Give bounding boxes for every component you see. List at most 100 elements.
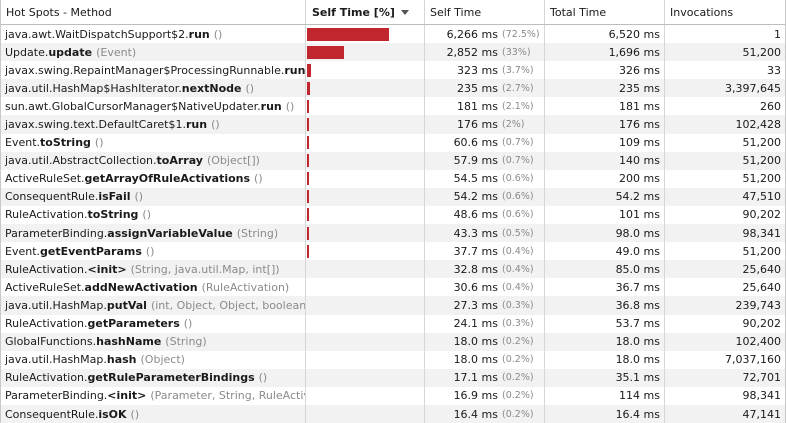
- table-row[interactable]: ActiveRuleSet. addNewActivation (RuleActiv…: [1, 278, 785, 297]
- self-time-percent: (33%): [502, 46, 531, 58]
- method-args: (): [245, 81, 255, 95]
- total-time-cell: 16.4 ms: [545, 404, 665, 423]
- self-time-cell: 17.1 ms (0.2%): [425, 368, 545, 387]
- column-header-total-time[interactable]: Total Time: [545, 0, 665, 24]
- table-row[interactable]: java.awt.WaitDispatchSupport$2. run() 6,26…: [1, 25, 785, 44]
- self-time-bar-cell: [306, 224, 425, 243]
- column-header-self-time-percent[interactable]: Self Time [%]: [306, 0, 425, 24]
- table-row[interactable]: java.util.AbstractCollection. toArray (Obj…: [1, 151, 785, 170]
- table-row[interactable]: RuleActivation. getParameters() 24.1 ms (0.…: [1, 314, 785, 333]
- method-cell: java.util.HashMap. hash (Object): [1, 350, 306, 369]
- self-time-cell: 176 ms (2%): [425, 115, 545, 134]
- method-args: (Object[]): [206, 154, 260, 168]
- self-time-cell: 43.3 ms (0.5%): [425, 224, 545, 243]
- self-time-percent: (3.7%): [502, 64, 534, 76]
- self-time-bar: [307, 63, 312, 77]
- method-args: (): [285, 99, 295, 113]
- self-time-bar: [307, 81, 311, 95]
- method-class: javax.swing.text.DefaultCaret$1.: [5, 118, 186, 132]
- method-cell: RuleActivation. getParameters(): [1, 314, 306, 333]
- table-row[interactable]: ParameterBinding. <init> (Parameter, Strin…: [1, 386, 785, 405]
- self-time-value: 32.8 ms: [453, 262, 498, 276]
- method-name: isOK: [98, 407, 127, 421]
- method-class: ParameterBinding.: [5, 226, 108, 240]
- method-class: ParameterBinding.: [5, 389, 108, 403]
- table-row[interactable]: RuleActivation. toString() 48.6 ms (0.6%) 10…: [1, 205, 785, 225]
- total-time-cell: 6,520 ms: [545, 25, 665, 44]
- table-row[interactable]: ConsequentRule. isOK() 16.4 ms (0.2%) 16.4 m…: [1, 404, 785, 423]
- self-time-bar-cell: [306, 133, 425, 152]
- self-time-value: 37.7 ms: [453, 244, 498, 258]
- invocations-cell: 102,400: [735, 335, 782, 349]
- table-row[interactable]: GlobalFunctions. hashName (String) 18.0 ms (…: [1, 332, 785, 351]
- self-time-cell: 60.6 ms (0.7%): [425, 133, 545, 152]
- method-name: <init>: [107, 389, 147, 403]
- self-time-cell: 30.6 ms (0.4%): [425, 278, 545, 297]
- method-args: (String, java.util.Map, int[]): [130, 262, 280, 276]
- self-time-bar-cell: [306, 314, 425, 333]
- method-name: getEventParams: [40, 244, 142, 258]
- invocations-cell: 25,640: [742, 262, 782, 276]
- table-row[interactable]: sun.awt.GlobalCursorManager$NativeUpdate…: [1, 97, 785, 116]
- invocations-cell: 98,341: [742, 226, 782, 240]
- method-args: (): [142, 208, 152, 222]
- total-time-cell: 114 ms: [545, 386, 665, 405]
- self-time-bar-cell: [306, 205, 425, 225]
- self-time-cell: 27.3 ms (0.3%): [425, 296, 545, 315]
- total-time-cell: 1,696 ms: [545, 43, 665, 62]
- table-row[interactable]: Event. toString() 60.6 ms (0.7%) 109 ms 51,20…: [1, 133, 785, 152]
- total-time-cell: 235 ms: [545, 79, 665, 98]
- invocations-cell: 51,200: [742, 45, 782, 59]
- table-row[interactable]: ConsequentRule. isFail() 54.2 ms (0.6%) 54.2…: [1, 187, 785, 206]
- method-name: getParameters: [87, 317, 180, 331]
- total-time-cell: 18.0 ms: [545, 350, 665, 369]
- method-args: (int, Object, Object, boolean, b...: [150, 298, 306, 312]
- method-cell: RuleActivation. toString(): [1, 205, 306, 225]
- self-time-bar: [307, 154, 309, 168]
- total-time-cell: 36.7 ms: [545, 278, 665, 297]
- table-row[interactable]: javax.swing.RepaintManager$ProcessingRun…: [1, 61, 785, 80]
- self-time-bar-cell: [306, 332, 425, 351]
- table-row[interactable]: RuleActivation. <init> (String, java.util.…: [1, 260, 785, 279]
- method-name: run: [284, 63, 306, 77]
- method-class: ActiveRuleSet.: [5, 280, 85, 294]
- table-row[interactable]: java.util.HashMap. putVal (int, Object, Ob…: [1, 296, 785, 315]
- method-cell: javax.swing.text.DefaultCaret$1. run(): [1, 115, 306, 134]
- invocations-cell: 51,200: [742, 244, 782, 258]
- table-row[interactable]: javax.swing.text.DefaultCaret$1. run() 176…: [1, 115, 785, 134]
- self-time-bar-cell: [306, 61, 425, 80]
- invocations-cell: 47,141: [742, 407, 782, 421]
- self-time-cell: 57.9 ms (0.7%): [425, 151, 545, 170]
- table-row[interactable]: java.util.HashMap. hash (Object) 18.0 ms (0.…: [1, 350, 785, 369]
- method-class: RuleActivation.: [5, 262, 88, 276]
- self-time-cell: 6,266 ms (72.5%): [425, 25, 545, 44]
- method-cell: java.awt.WaitDispatchSupport$2. run(): [1, 25, 306, 44]
- sort-descending-icon: [400, 9, 409, 15]
- table-row[interactable]: java.util.HashMap$HashIterator. nextNode(…: [1, 79, 785, 98]
- invocations-cell: 239,743: [735, 298, 782, 312]
- self-time-bar-cell: [306, 187, 425, 206]
- table-row[interactable]: ActiveRuleSet. getArrayOfRuleActivations(…: [1, 169, 785, 188]
- method-cell: GlobalFunctions. hashName (String): [1, 332, 306, 351]
- column-header-invocations[interactable]: Invocations: [670, 5, 734, 19]
- self-time-cell: 48.6 ms (0.6%): [425, 205, 545, 225]
- table-row[interactable]: RuleActivation. getRuleParameterBindings(…: [1, 368, 785, 387]
- total-time-cell: 98.0 ms: [545, 224, 665, 243]
- method-cell: java.util.HashMap. putVal (int, Object, Ob…: [1, 296, 306, 315]
- self-time-cell: 181 ms (2.1%): [425, 97, 545, 116]
- total-time-cell: 200 ms: [545, 169, 665, 188]
- method-args: (Event): [96, 45, 137, 59]
- method-args: (): [254, 172, 263, 186]
- method-args: (RuleActivation): [201, 280, 290, 294]
- method-name: run: [260, 99, 282, 113]
- table-row[interactable]: Event. getEventParams() 37.7 ms (0.4%) 49.0 …: [1, 242, 785, 261]
- table-row[interactable]: Update. update (Event) 2,852 ms (33%) 1,696 m…: [1, 43, 785, 62]
- self-time-percent: (0.6%): [502, 173, 534, 185]
- invocations-cell: 1: [774, 27, 781, 41]
- invocations-cell: 102,428: [735, 118, 782, 132]
- table-row[interactable]: ParameterBinding. assignVariableValue (Str…: [1, 224, 785, 243]
- total-time-cell: 49.0 ms: [545, 242, 665, 261]
- column-header-self-time[interactable]: Self Time: [425, 0, 545, 24]
- method-cell: java.util.AbstractCollection. toArray (Obj…: [1, 151, 306, 170]
- column-header-method[interactable]: Hot Spots - Method: [1, 0, 306, 24]
